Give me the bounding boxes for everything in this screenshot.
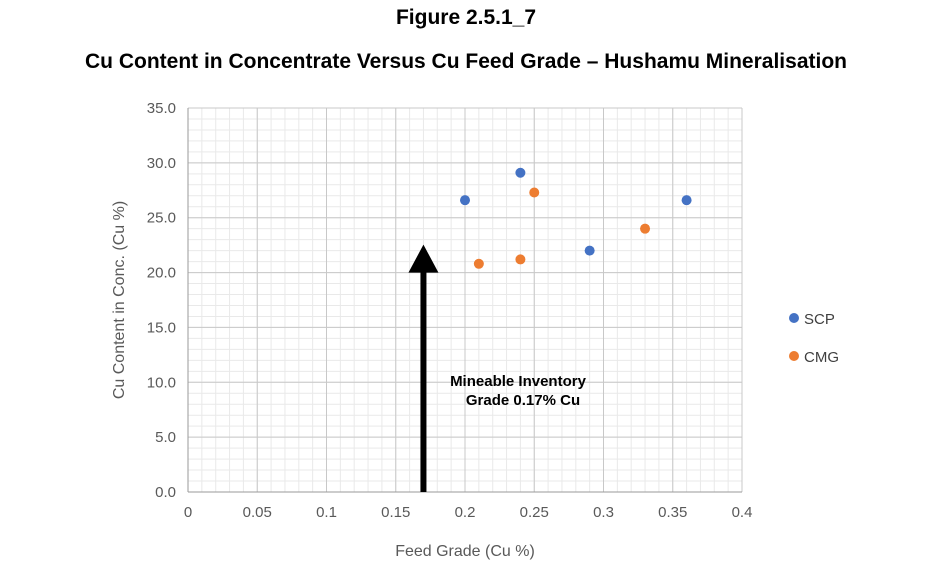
data-point-scp — [515, 167, 526, 178]
x-tick-label: 0.05 — [243, 504, 272, 521]
x-tick-label: 0.15 — [381, 504, 410, 521]
data-point-scp — [681, 195, 692, 206]
y-tick-label: 0.0 — [155, 484, 176, 501]
x-tick-label: 0.2 — [455, 504, 476, 521]
data-point-cmg — [473, 258, 484, 269]
y-tick-label: 35.0 — [147, 100, 176, 117]
x-tick-label: 0.25 — [520, 504, 549, 521]
legend-label-cmg: CMG — [804, 349, 839, 366]
data-point-cmg — [640, 223, 651, 234]
x-tick-label: 0.3 — [593, 504, 614, 521]
data-point-scp — [584, 245, 595, 256]
x-tick-label: 0.1 — [316, 504, 337, 521]
x-tick-label: 0 — [184, 504, 192, 521]
legend-marker-cmg — [789, 351, 799, 361]
x-tick-label: 0.35 — [658, 504, 687, 521]
x-axis-label: Feed Grade (Cu %) — [395, 543, 535, 560]
y-tick-label: 20.0 — [147, 265, 176, 282]
annotation-line-1: Mineable Inventory — [450, 373, 587, 390]
y-tick-label: 25.0 — [147, 210, 176, 227]
figure-title: Cu Content in Concentrate Versus Cu Feed… — [85, 50, 847, 73]
y-tick-label: 5.0 — [155, 429, 176, 446]
annotation-arrow-head — [408, 244, 439, 273]
data-point-scp — [460, 195, 470, 206]
y-tick-label: 10.0 — [147, 374, 176, 391]
data-point-cmg — [515, 254, 526, 265]
y-tick-label: 15.0 — [147, 319, 176, 336]
y-tick-label: 30.0 — [147, 155, 176, 172]
figure-number: Figure 2.5.1_7 — [395, 6, 537, 29]
y-axis-label: Cu Content in Conc. (Cu %) — [111, 201, 128, 399]
legend-label-scp: SCP — [804, 311, 835, 328]
data-point-cmg — [529, 187, 540, 198]
annotation-line-2: Grade 0.17% Cu — [466, 392, 580, 409]
x-tick-label: 0.4 — [732, 504, 753, 521]
legend-marker-scp — [789, 313, 799, 323]
